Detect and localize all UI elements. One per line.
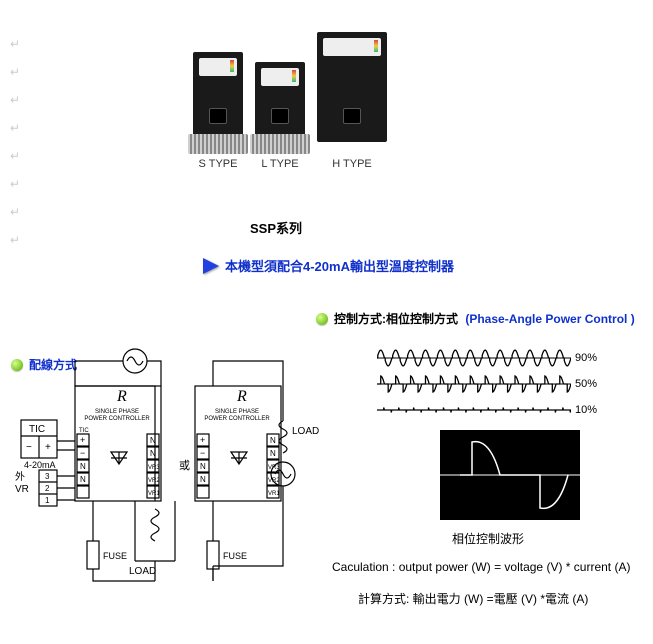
wave-pct-10: 10%	[575, 404, 597, 416]
requirement-text: 本機型須配合4-20mA輸出型溫度控制器	[225, 256, 454, 275]
arrow-icon	[203, 258, 219, 274]
control-method-en: (Phase-Angle Power Control )	[465, 312, 634, 326]
svg-text:TIC: TIC	[79, 428, 89, 434]
svg-text:+: +	[200, 435, 205, 445]
svg-text:VR3: VR3	[268, 465, 280, 471]
svg-text:VR1: VR1	[148, 491, 160, 497]
tic-minus: −	[26, 442, 32, 453]
tic-plus: +	[45, 442, 51, 453]
controller-line1: SINGLE PHASE	[95, 409, 139, 415]
wave-pct-90: 90%	[575, 352, 597, 364]
oscilloscope	[440, 430, 580, 520]
svg-text:VR2: VR2	[148, 478, 160, 484]
calculation-en: Caculation : output power (W) = voltage …	[332, 560, 630, 574]
svg-text:VR3: VR3	[148, 465, 160, 471]
wave-row-50: 50%	[377, 371, 597, 397]
tic-signal: 4-20mA	[24, 460, 56, 470]
load-label-r: LOAD	[292, 426, 319, 437]
vr-label-1: 外	[15, 471, 25, 483]
controller2-line1: SINGLE PHASE	[215, 409, 259, 415]
series-title: SSP系列	[250, 218, 302, 237]
fuse-label-r: FUSE	[223, 551, 247, 561]
wave-90	[377, 348, 571, 368]
svg-text:N: N	[200, 462, 206, 471]
control-method-zh: 控制方式:相位控制方式	[334, 310, 458, 327]
paragraph-marks: ↵↵↵↵↵↵↵↵	[10, 30, 20, 254]
vr-pin1: 1	[45, 496, 50, 505]
calculation-zh: 計算方式: 輸出電力 (W) =電壓 (V) *電流 (A)	[358, 590, 588, 607]
controller2-line2: POWER CONTROLLER	[204, 416, 270, 422]
svg-text:N: N	[80, 462, 86, 471]
controller-line2: POWER CONTROLLER	[84, 416, 150, 422]
wave-50	[377, 374, 571, 394]
waveform-block: 90% 50% 10%	[377, 345, 597, 423]
svg-text:VR1: VR1	[268, 491, 280, 497]
product-h: H TYPE	[317, 32, 387, 170]
svg-text:N: N	[150, 449, 156, 458]
svg-text:+: +	[80, 435, 85, 445]
product-l: L TYPE	[255, 62, 305, 170]
svg-text:−: −	[200, 448, 205, 458]
svg-text:−: −	[80, 448, 85, 458]
type-label-s: S TYPE	[199, 158, 238, 170]
svg-text:N: N	[80, 475, 86, 484]
svg-text:VR2: VR2	[268, 478, 280, 484]
svg-text:N: N	[200, 475, 206, 484]
wave-row-10: 10%	[377, 397, 597, 423]
type-label-l: L TYPE	[261, 158, 298, 170]
device-image-l	[255, 62, 305, 142]
product-s: S TYPE	[193, 52, 243, 170]
control-method-line: 控制方式:相位控制方式 (Phase-Angle Power Control )	[316, 310, 635, 327]
fuse-label-l: FUSE	[103, 551, 127, 561]
vr-label-2: VR	[15, 484, 29, 495]
product-row: S TYPE L TYPE H TYPE	[140, 10, 440, 170]
device-image-s	[193, 52, 243, 142]
wave-10	[377, 400, 571, 420]
svg-text:N: N	[150, 436, 156, 445]
bullet-icon	[316, 313, 328, 325]
vr-pin2: 2	[45, 484, 50, 493]
type-label-h: H TYPE	[332, 158, 372, 170]
wiring-diagram: R SINGLE PHASE POWER CONTROLLER R SINGLE…	[7, 346, 320, 616]
load-label-l: LOAD	[129, 566, 156, 577]
device-image-h	[317, 32, 387, 142]
oscilloscope-caption: 相位控制波形	[452, 530, 524, 547]
requirement-line: 本機型須配合4-20mA輸出型溫度控制器	[203, 256, 454, 275]
wave-row-90: 90%	[377, 345, 597, 371]
controller-script-2: R	[236, 388, 247, 405]
controller-script: R	[116, 388, 127, 405]
or-label: 或	[179, 459, 190, 472]
svg-text:N: N	[270, 449, 276, 458]
vr-pin3: 3	[45, 472, 50, 481]
tic-label: TIC	[29, 424, 45, 435]
svg-text:N: N	[270, 436, 276, 445]
wave-pct-50: 50%	[575, 378, 597, 390]
